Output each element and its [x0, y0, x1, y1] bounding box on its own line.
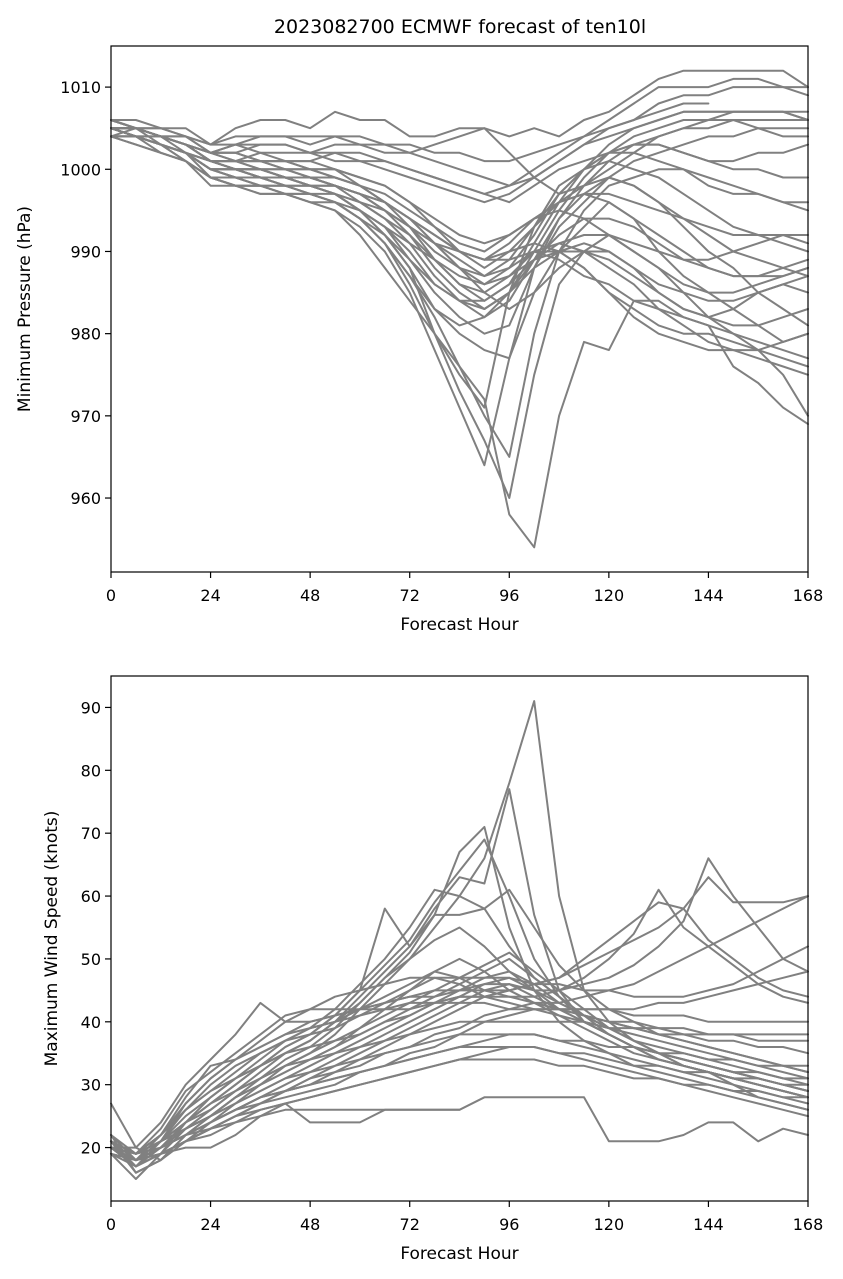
wind-series-line — [110, 926, 809, 1180]
pressure-y-tick-label: 1010 — [60, 78, 101, 97]
pressure-series-line — [110, 135, 809, 467]
wind-x-tick-label: 48 — [300, 1215, 320, 1234]
pressure-series-line — [110, 119, 809, 195]
pressure-series-line — [110, 86, 809, 187]
pressure-x-tick-label: 120 — [594, 586, 625, 605]
wind-x-tick-label: 72 — [400, 1215, 420, 1234]
pressure-axes-frame — [110, 45, 809, 573]
wind-axes-frame — [110, 675, 809, 1202]
wind-y-tick-label: 40 — [81, 1013, 101, 1032]
wind-y-tick-label: 20 — [81, 1139, 101, 1158]
pressure-y-tick-label: 970 — [70, 407, 101, 426]
wind-series-line — [110, 1020, 809, 1155]
wind-series-line — [110, 1046, 809, 1168]
pressure-x-tick-label: 72 — [400, 586, 420, 605]
pressure-x-tick-label: 96 — [499, 586, 519, 605]
pressure-series-line — [110, 110, 809, 204]
pressure-series-line — [110, 119, 809, 499]
pressure-y-tick-label: 980 — [70, 325, 101, 344]
wind-y-tick-label: 80 — [81, 761, 101, 780]
wind-series-line — [110, 970, 809, 1155]
wind-plot: 0 24 48 72 96 120 144 168 20 30 40 50 60 70 80 90 Foreca… — [42, 675, 824, 1264]
wind-series-line — [110, 989, 809, 1168]
pressure-x-tick-label: 144 — [693, 586, 724, 605]
pressure-series-line — [110, 119, 809, 302]
wind-x-axis-label: Forecast Hour — [400, 1244, 518, 1264]
pressure-series-line — [110, 127, 809, 204]
pressure-y-axis-label: Minimum Pressure (hPa) — [15, 206, 35, 412]
pressure-series-line — [110, 127, 809, 327]
wind-x-tick-label: 0 — [106, 1215, 116, 1234]
pressure-y-tick-label: 1000 — [60, 160, 101, 179]
wind-y-tick-label: 90 — [81, 698, 101, 717]
pressure-y-tick-label: 990 — [70, 242, 101, 261]
pressure-y-tick-label: 960 — [70, 489, 101, 508]
pressure-plot: 0 24 48 72 96 120 144 168 960 970 980 990 1000 1010 Fo… — [15, 45, 824, 635]
pressure-x-tick-label: 168 — [793, 586, 824, 605]
pressure-x-tick-label: 48 — [300, 586, 320, 605]
wind-y-tick-label: 70 — [81, 824, 101, 843]
pressure-series-line — [110, 127, 809, 294]
wind-y-tick-label: 30 — [81, 1076, 101, 1095]
wind-series-line — [110, 700, 809, 1162]
pressure-series-line — [110, 135, 809, 327]
wind-x-tick-label: 24 — [200, 1215, 220, 1234]
wind-x-tick-label: 144 — [693, 1215, 724, 1234]
wind-x-tick-label: 96 — [499, 1215, 519, 1234]
wind-y-tick-label: 60 — [81, 887, 101, 906]
chart-title: 2023082700 ECMWF forecast of ten10l — [274, 16, 646, 38]
wind-x-tick-label: 120 — [594, 1215, 625, 1234]
pressure-series-line — [110, 119, 809, 360]
pressure-x-tick-label: 0 — [106, 586, 116, 605]
wind-x-tick-label: 168 — [793, 1215, 824, 1234]
pressure-x-axis-label: Forecast Hour — [400, 615, 518, 635]
pressure-series-line — [110, 119, 809, 319]
pressure-x-tick-label: 24 — [200, 586, 220, 605]
wind-y-tick-label: 50 — [81, 950, 101, 969]
pressure-series-line — [110, 69, 809, 146]
wind-y-axis-label: Maximum Wind Speed (knots) — [42, 811, 62, 1067]
